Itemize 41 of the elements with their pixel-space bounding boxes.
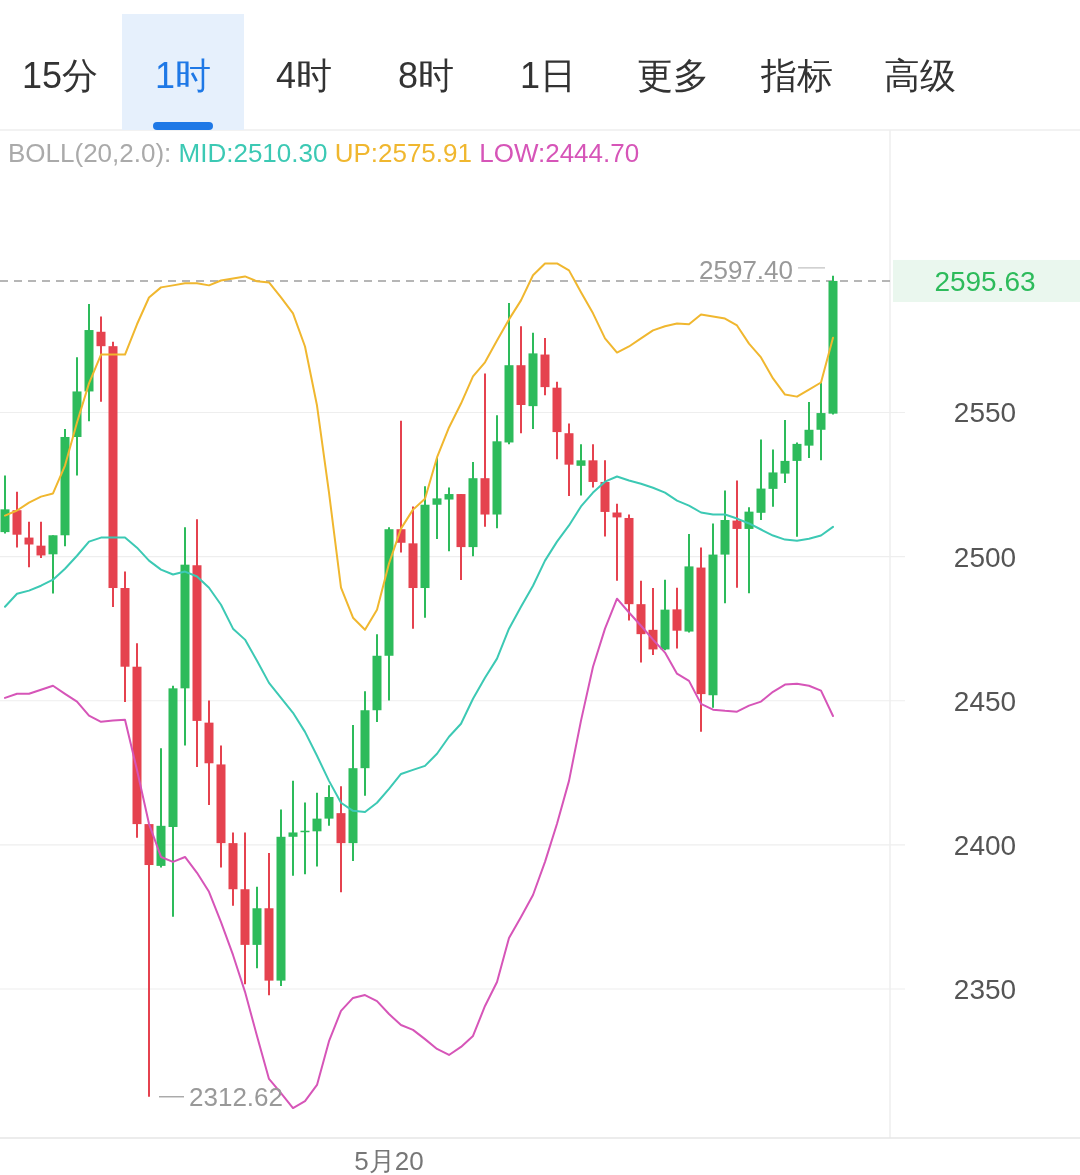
text: LOW:2444.70 bbox=[479, 138, 640, 168]
candlestick bbox=[768, 448, 778, 508]
text: 1时 bbox=[154, 55, 212, 96]
candlestick bbox=[48, 534, 58, 595]
candlestick bbox=[732, 479, 742, 589]
text: 4时 bbox=[275, 55, 333, 96]
candlestick bbox=[312, 791, 322, 868]
candlestick bbox=[780, 418, 790, 485]
candlestick bbox=[96, 315, 106, 403]
y-tick-label: 2350 bbox=[953, 973, 1017, 1005]
y-tick-label: 2550 bbox=[953, 397, 1017, 429]
candlestick bbox=[288, 779, 298, 877]
text: UP:2575.91 bbox=[334, 138, 480, 168]
text: 更多 bbox=[637, 55, 709, 96]
text: 8时 bbox=[397, 55, 455, 96]
text: 指标 bbox=[760, 55, 833, 96]
candlestick bbox=[324, 784, 334, 827]
y-tick-label: 2500 bbox=[953, 541, 1017, 573]
line-series bbox=[4, 597, 834, 1110]
candlestick bbox=[672, 586, 682, 650]
candlestick bbox=[792, 441, 802, 538]
annotation: 2597.40 bbox=[699, 254, 793, 285]
x-tick-label: 5月20 bbox=[354, 1146, 424, 1175]
candlestick bbox=[444, 486, 454, 553]
candlestick bbox=[816, 381, 826, 462]
y-tick-label: 2450 bbox=[953, 685, 1017, 717]
ref-line-label: 2595.63 bbox=[934, 265, 1036, 297]
annotation: 2312.62 bbox=[189, 1081, 283, 1112]
candlestick bbox=[576, 443, 586, 497]
candlestick bbox=[588, 443, 598, 489]
y-tick-label: 2400 bbox=[953, 829, 1017, 861]
legend-title: BOLL(20,2.0): bbox=[8, 138, 179, 168]
text: 15分 bbox=[21, 55, 99, 96]
text: MID:2510.30 bbox=[178, 138, 335, 168]
candlestick bbox=[0, 474, 10, 535]
line-series bbox=[4, 475, 834, 813]
text: 1日 bbox=[519, 55, 577, 96]
candlestick bbox=[36, 520, 46, 560]
candlestick bbox=[804, 401, 814, 460]
text: 高级 bbox=[884, 55, 956, 96]
candlestick bbox=[432, 456, 442, 541]
